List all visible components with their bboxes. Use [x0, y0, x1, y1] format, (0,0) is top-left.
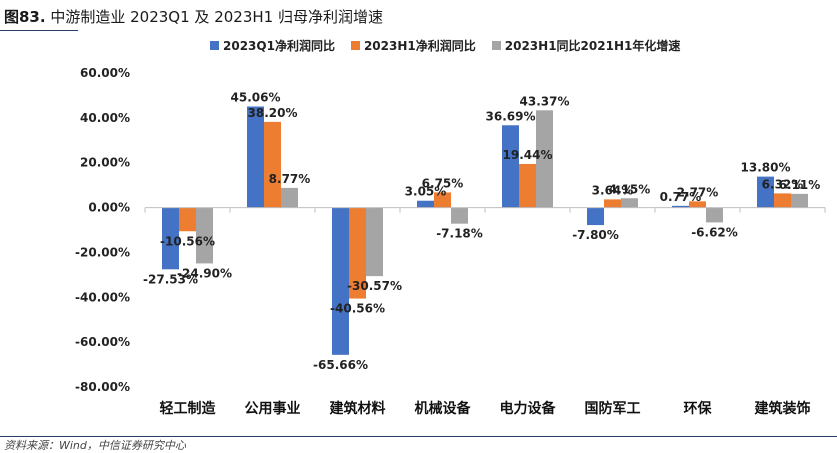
- data-label: 38.20%: [248, 106, 298, 120]
- bottom-rule: [0, 436, 837, 437]
- data-label: -27.53%: [143, 272, 198, 286]
- category-label: 国防军工: [585, 400, 641, 417]
- data-label: -7.18%: [436, 227, 483, 241]
- y-tick-label: -20.00%: [75, 245, 130, 259]
- bar-q1: [162, 207, 179, 270]
- bar-h1: [179, 207, 196, 232]
- bar-annualized: [791, 193, 808, 208]
- bar-annualized: [621, 198, 638, 208]
- data-label: -6.62%: [691, 225, 738, 239]
- y-tick-label: 40.00%: [80, 111, 130, 125]
- category-label: 公用事业: [245, 400, 301, 417]
- data-label: 13.80%: [741, 161, 791, 175]
- data-label: 3.64%: [592, 183, 634, 197]
- data-label: -10.56%: [160, 234, 215, 248]
- data-label: 6.32%: [762, 177, 804, 191]
- category-label: 轻工制造: [160, 400, 216, 417]
- category-label: 环保: [684, 400, 713, 417]
- bar-h1: [264, 121, 281, 208]
- y-tick-label: 0.00%: [88, 201, 130, 215]
- y-tick-label: 60.00%: [80, 66, 130, 80]
- bar-q1: [332, 207, 349, 355]
- data-label: 45.06%: [231, 91, 281, 105]
- category-label: 建筑装饰: [755, 400, 811, 417]
- bar-h1: [689, 201, 706, 208]
- data-label: 2.77%: [677, 185, 719, 199]
- data-label: 0.77%: [660, 190, 702, 204]
- data-label: 4.15%: [609, 182, 651, 196]
- data-label: 36.69%: [486, 109, 536, 123]
- figure-number: 图83.: [4, 8, 46, 26]
- data-label: -7.80%: [572, 228, 619, 242]
- legend-swatch-h1: [350, 41, 360, 50]
- bar-h1: [519, 163, 536, 208]
- bar-q1: [247, 106, 264, 208]
- data-label: 6.75%: [422, 176, 464, 190]
- title-rule: [0, 30, 78, 31]
- bar-q1: [757, 176, 774, 208]
- data-label: -24.90%: [177, 266, 232, 280]
- bar-h1: [349, 207, 366, 299]
- data-label: 3.05%: [405, 185, 447, 199]
- category-label: 电力设备: [500, 400, 557, 417]
- figure-title-text: 中游制造业 2023Q1 及 2023H1 归母净利润增速: [50, 8, 383, 26]
- figure-title: 图83. 中游制造业 2023Q1 及 2023H1 归母净利润增速: [4, 6, 383, 27]
- data-label: 8.77%: [269, 172, 311, 186]
- data-label: -30.57%: [347, 279, 402, 293]
- bar-h1: [604, 199, 621, 208]
- data-label: -65.66%: [313, 358, 368, 372]
- category-label: 建筑材料: [330, 400, 386, 417]
- bar-q1: [672, 205, 689, 208]
- bar-annualized: [451, 207, 468, 224]
- category-label: 机械设备: [415, 400, 472, 417]
- legend-label-h1: 2023H1净利润同比: [363, 39, 476, 53]
- data-label: 43.37%: [520, 94, 570, 108]
- legend-label-annualized: 2023H1同比2021H1年化增速: [504, 39, 681, 53]
- source-note: 资料来源：Wind，中信证券研究中心: [4, 439, 186, 452]
- bar-annualized: [196, 207, 213, 264]
- bar-q1: [587, 207, 604, 226]
- data-label: 6.11%: [779, 178, 821, 192]
- y-tick-label: 20.00%: [80, 156, 130, 170]
- bar-annualized: [366, 207, 383, 277]
- bar-q1: [417, 200, 434, 208]
- y-tick-label: -80.00%: [75, 380, 130, 394]
- bar-h1: [774, 193, 791, 208]
- y-tick-label: -60.00%: [75, 335, 130, 349]
- chart-legend: 2023Q1净利润同比 2023H1净利润同比 2023H1同比2021H1年化…: [210, 37, 680, 54]
- legend-item-annualized: 2023H1同比2021H1年化增速: [491, 37, 681, 54]
- legend-swatch-q1: [210, 41, 219, 50]
- legend-label-q1: 2023Q1净利润同比: [223, 39, 335, 53]
- legend-item-q1: 2023Q1净利润同比: [210, 37, 335, 54]
- data-label: -40.56%: [330, 302, 385, 316]
- bar-annualized: [281, 187, 298, 208]
- legend-item-h1: 2023H1净利润同比: [350, 37, 476, 54]
- y-tick-label: -40.00%: [75, 290, 130, 304]
- data-label: 19.44%: [503, 148, 553, 162]
- bar-q1: [502, 125, 519, 208]
- bar-annualized: [706, 207, 723, 223]
- legend-swatch-annualized: [491, 41, 501, 50]
- bar-annualized: [536, 110, 553, 208]
- bar-h1: [434, 192, 451, 208]
